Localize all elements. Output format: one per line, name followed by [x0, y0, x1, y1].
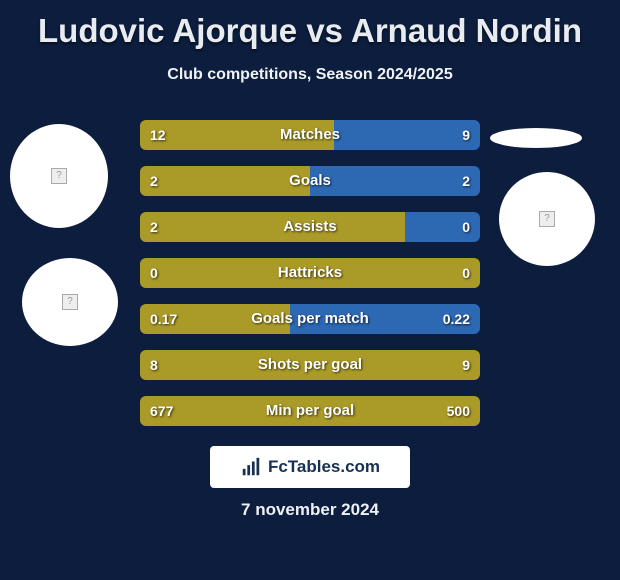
stat-row: 0 0 Hattricks [140, 258, 480, 288]
stat-label: Hattricks [278, 258, 342, 288]
bar-left [140, 212, 405, 242]
broken-image-icon: ? [539, 211, 555, 227]
decorative-ellipse [490, 128, 582, 148]
value-left: 2 [150, 212, 158, 242]
chart-bar-icon [240, 456, 262, 478]
player1-club-placeholder: ? [22, 258, 118, 346]
stat-label: Shots per goal [258, 350, 362, 380]
bar-left [140, 166, 310, 196]
value-right: 9 [462, 120, 470, 150]
stat-label: Assists [283, 212, 336, 242]
stat-row: 12 9 Matches [140, 120, 480, 150]
value-left: 2 [150, 166, 158, 196]
bar-right [334, 120, 480, 150]
stat-row: 0.17 0.22 Goals per match [140, 304, 480, 334]
broken-image-icon: ? [51, 168, 67, 184]
stat-label: Matches [280, 120, 340, 150]
value-right: 2 [462, 166, 470, 196]
vs-label: vs [306, 12, 343, 49]
subtitle: Club competitions, Season 2024/2025 [0, 66, 620, 84]
comparison-title: Ludovic Ajorque vs Arnaud Nordin [0, 0, 620, 50]
stat-label: Goals [289, 166, 331, 196]
value-left: 0 [150, 258, 158, 288]
stat-row: 2 2 Goals [140, 166, 480, 196]
value-left: 8 [150, 350, 158, 380]
player2-first: Arnaud [351, 12, 467, 49]
stat-row: 8 9 Shots per goal [140, 350, 480, 380]
stat-row: 2 0 Assists [140, 212, 480, 242]
watermark: FcTables.com [210, 446, 410, 488]
player1-first: Ludovic [38, 12, 165, 49]
generation-date: 7 november 2024 [0, 500, 620, 520]
watermark-text: FcTables.com [268, 457, 380, 477]
player2-photo-placeholder: ? [499, 172, 595, 266]
broken-image-icon: ? [62, 294, 78, 310]
value-right: 0.22 [443, 304, 470, 334]
value-right: 9 [462, 350, 470, 380]
player2-last: Nordin [476, 12, 582, 49]
bar-right [310, 166, 480, 196]
value-right: 0 [462, 258, 470, 288]
stat-label: Goals per match [251, 304, 369, 334]
value-right: 500 [447, 396, 470, 426]
value-left: 12 [150, 120, 166, 150]
comparison-chart: 12 9 Matches 2 2 Goals 2 0 Assists 0 0 Hattricks 0.1… [140, 120, 480, 442]
stat-row: 677 500 Min per goal [140, 396, 480, 426]
player1-last: Ajorque [172, 12, 297, 49]
stat-label: Min per goal [266, 396, 354, 426]
value-left: 0.17 [150, 304, 177, 334]
value-right: 0 [462, 212, 470, 242]
value-left: 677 [150, 396, 173, 426]
player1-photo-placeholder: ? [10, 124, 108, 228]
